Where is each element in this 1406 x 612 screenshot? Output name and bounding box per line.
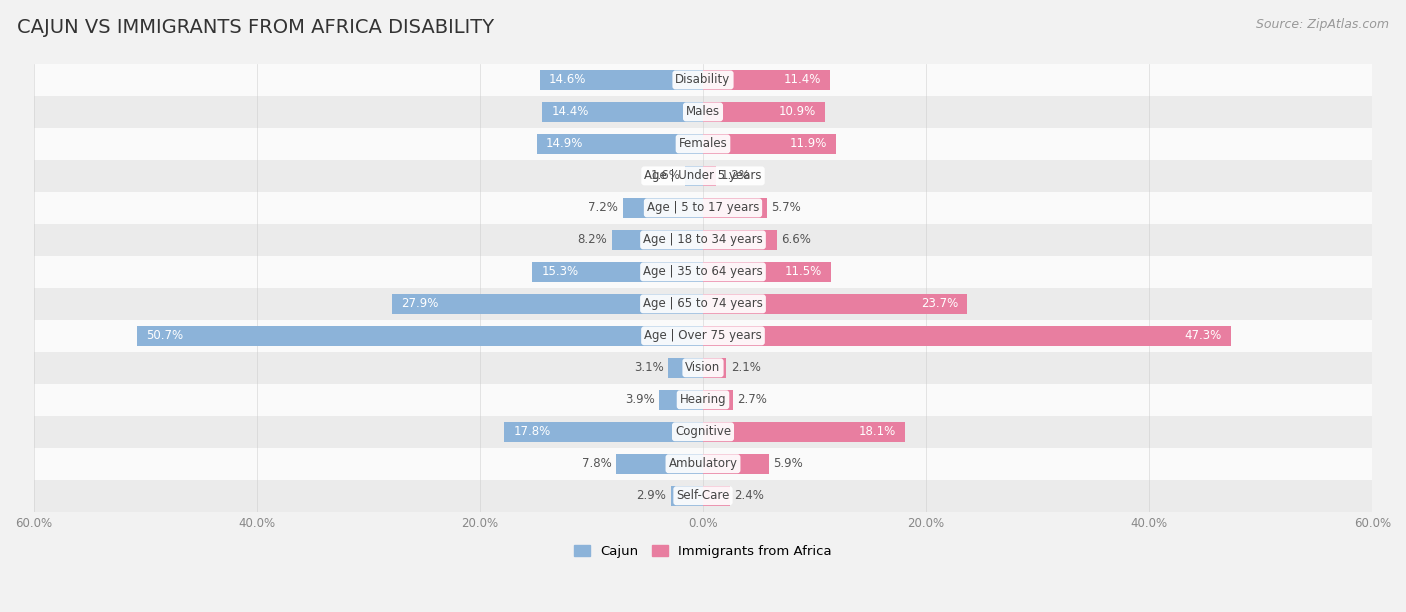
Text: Females: Females	[679, 138, 727, 151]
Bar	[34, 320, 1372, 352]
Text: 7.8%: 7.8%	[582, 457, 612, 470]
Bar	[703, 198, 766, 218]
Text: 2.1%: 2.1%	[731, 361, 761, 375]
Text: 2.4%: 2.4%	[734, 489, 763, 502]
Bar	[703, 102, 824, 122]
Text: Disability: Disability	[675, 73, 731, 86]
Text: 8.2%: 8.2%	[578, 233, 607, 247]
Bar	[703, 262, 831, 282]
Bar	[612, 230, 703, 250]
Text: 7.2%: 7.2%	[588, 201, 619, 214]
Bar	[34, 192, 1372, 224]
Bar	[703, 70, 830, 90]
Text: Age | 5 to 17 years: Age | 5 to 17 years	[647, 201, 759, 214]
Bar	[703, 358, 727, 378]
Text: Hearing: Hearing	[679, 394, 727, 406]
Text: 3.9%: 3.9%	[626, 394, 655, 406]
Text: 2.7%: 2.7%	[738, 394, 768, 406]
Text: 1.2%: 1.2%	[721, 170, 751, 182]
Text: Cognitive: Cognitive	[675, 425, 731, 438]
Text: Age | 18 to 34 years: Age | 18 to 34 years	[643, 233, 763, 247]
Text: Age | Over 75 years: Age | Over 75 years	[644, 329, 762, 342]
Bar	[34, 256, 1372, 288]
Bar	[34, 352, 1372, 384]
Text: Age | 65 to 74 years: Age | 65 to 74 years	[643, 297, 763, 310]
Text: Males: Males	[686, 105, 720, 119]
Bar	[543, 102, 703, 122]
Bar	[540, 70, 703, 90]
Bar	[34, 416, 1372, 448]
Text: 23.7%: 23.7%	[921, 297, 959, 310]
Bar	[668, 358, 703, 378]
Bar	[685, 166, 703, 186]
Bar	[138, 326, 703, 346]
Bar	[671, 486, 703, 506]
Text: 50.7%: 50.7%	[146, 329, 183, 342]
Bar	[34, 448, 1372, 480]
Bar	[703, 166, 717, 186]
Text: 3.1%: 3.1%	[634, 361, 664, 375]
Text: Age | Under 5 years: Age | Under 5 years	[644, 170, 762, 182]
Bar	[703, 326, 1230, 346]
Bar	[34, 160, 1372, 192]
Text: 14.6%: 14.6%	[548, 73, 586, 86]
Text: 27.9%: 27.9%	[401, 297, 439, 310]
Bar	[537, 134, 703, 154]
Legend: Cajun, Immigrants from Africa: Cajun, Immigrants from Africa	[569, 540, 837, 564]
Bar	[392, 294, 703, 314]
Bar	[703, 294, 967, 314]
Text: 47.3%: 47.3%	[1185, 329, 1222, 342]
Bar	[505, 422, 703, 442]
Bar	[703, 486, 730, 506]
Bar	[34, 128, 1372, 160]
Bar	[703, 422, 905, 442]
Text: 14.4%: 14.4%	[551, 105, 589, 119]
Text: 1.6%: 1.6%	[651, 170, 681, 182]
Text: Ambulatory: Ambulatory	[668, 457, 738, 470]
Text: Vision: Vision	[685, 361, 721, 375]
Bar	[703, 454, 769, 474]
Text: 17.8%: 17.8%	[513, 425, 551, 438]
Bar	[533, 262, 703, 282]
Bar	[659, 390, 703, 409]
Bar	[703, 134, 835, 154]
Text: 10.9%: 10.9%	[779, 105, 815, 119]
Text: Age | 35 to 64 years: Age | 35 to 64 years	[643, 266, 763, 278]
Text: 14.9%: 14.9%	[546, 138, 583, 151]
Bar	[34, 288, 1372, 320]
Bar	[34, 96, 1372, 128]
Text: CAJUN VS IMMIGRANTS FROM AFRICA DISABILITY: CAJUN VS IMMIGRANTS FROM AFRICA DISABILI…	[17, 18, 494, 37]
Bar	[34, 384, 1372, 416]
Text: 5.9%: 5.9%	[773, 457, 803, 470]
Text: 6.6%: 6.6%	[782, 233, 811, 247]
Text: Source: ZipAtlas.com: Source: ZipAtlas.com	[1256, 18, 1389, 31]
Text: 11.4%: 11.4%	[785, 73, 821, 86]
Bar	[34, 64, 1372, 96]
Text: 18.1%: 18.1%	[859, 425, 896, 438]
Bar	[703, 230, 776, 250]
Text: 2.9%: 2.9%	[637, 489, 666, 502]
Bar	[703, 390, 733, 409]
Text: 11.9%: 11.9%	[790, 138, 827, 151]
Bar	[34, 224, 1372, 256]
Text: 11.5%: 11.5%	[785, 266, 823, 278]
Text: 5.7%: 5.7%	[770, 201, 801, 214]
Text: Self-Care: Self-Care	[676, 489, 730, 502]
Text: 15.3%: 15.3%	[541, 266, 578, 278]
Bar	[34, 480, 1372, 512]
Bar	[623, 198, 703, 218]
Bar	[616, 454, 703, 474]
